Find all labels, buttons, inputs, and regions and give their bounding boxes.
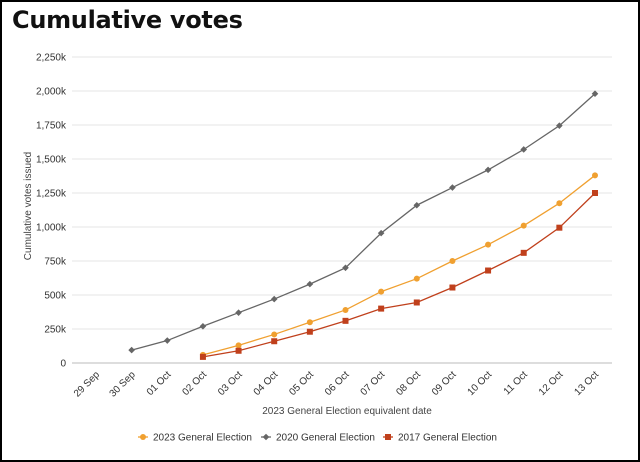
legend-item: 2020 General Election [261, 433, 375, 444]
x-tick-label: 02 Oct [180, 369, 209, 398]
data-point [592, 172, 598, 179]
series-group [199, 172, 598, 358]
data-point [235, 309, 242, 316]
legend-item: 2017 General Election [383, 433, 497, 444]
y-axis-ticks: 0 250k 500k 750k 1,000k 1,250k 1,500k 1,750k 2,0… [36, 53, 67, 370]
x-tick-label: 08 Oct [394, 369, 423, 398]
x-tick-label: 09 Oct [430, 369, 459, 398]
x-tick-label: 03 Oct [216, 369, 245, 398]
x-axis-title: 2023 General Election equivalent date [262, 406, 432, 417]
data-point [342, 264, 349, 272]
series-line [131, 93, 596, 351]
data-point [270, 295, 278, 303]
legend-marker [385, 434, 391, 440]
data-point [449, 258, 456, 264]
x-tick-label: 05 Oct [287, 369, 316, 398]
legend-marker [140, 434, 146, 440]
x-tick-label: 12 Oct [537, 369, 566, 398]
data-point [591, 90, 599, 98]
data-point [484, 166, 492, 174]
y-tick-label: 1,750k [36, 121, 67, 132]
data-point [306, 280, 314, 288]
data-point [163, 337, 171, 344]
y-tick-label: 2,000k [36, 87, 67, 98]
data-point [342, 306, 349, 313]
x-tick-label: 07 Oct [359, 369, 388, 398]
data-point [556, 224, 563, 231]
data-point [413, 299, 420, 306]
data-point [520, 222, 527, 229]
series-group [128, 90, 599, 354]
series-lines [128, 90, 599, 360]
x-tick-label: 06 Oct [323, 369, 352, 398]
data-point [556, 200, 563, 207]
x-axis-ticks: 29 Sep 30 Sep 01 Oct 02 Oct 03 Oct 04 Oct 05 O… [72, 369, 601, 399]
y-tick-label: 750k [44, 257, 67, 268]
data-point [520, 249, 527, 256]
data-point [342, 317, 349, 324]
legend-marker [262, 433, 270, 441]
y-tick-label: 1,250k [36, 189, 67, 200]
y-tick-label: 1,500k [36, 155, 67, 166]
y-tick-label: 2,250k [36, 53, 67, 64]
data-point [449, 184, 456, 191]
data-point [377, 229, 385, 237]
legend: 2023 General Election 2020 General Electi… [138, 433, 497, 444]
data-point [485, 267, 492, 274]
x-tick-label: 13 Oct [573, 369, 602, 398]
legend-item: 2023 General Election [138, 433, 252, 444]
data-point [306, 319, 313, 326]
data-point [485, 241, 492, 248]
data-point [592, 190, 598, 196]
y-tick-label: 0 [60, 359, 66, 370]
data-point [378, 305, 385, 312]
series-line [202, 174, 596, 356]
data-point [199, 353, 206, 360]
y-tick-label: 250k [44, 325, 67, 336]
x-tick-label: 30 Sep [108, 369, 138, 399]
data-point [128, 346, 135, 354]
data-point [271, 338, 278, 345]
data-point [378, 288, 385, 295]
data-point [449, 284, 456, 291]
data-point [413, 201, 421, 209]
series-line [202, 192, 596, 358]
data-point [199, 322, 207, 330]
legend-label: 2020 General Election [276, 433, 375, 444]
page-title: Cumulative votes [12, 6, 243, 34]
data-point [235, 347, 242, 354]
data-point [413, 275, 420, 282]
x-tick-label: 01 Oct [145, 369, 174, 398]
legend-label: 2017 General Election [398, 433, 497, 444]
data-point [556, 122, 563, 129]
x-tick-label: 10 Oct [466, 369, 495, 398]
x-tick-label: 04 Oct [252, 369, 281, 398]
data-point [271, 331, 278, 338]
data-point [235, 342, 242, 349]
data-point [520, 146, 528, 153]
y-tick-label: 1,000k [36, 223, 67, 234]
x-tick-label: 11 Oct [502, 369, 530, 397]
legend-label: 2023 General Election [153, 433, 252, 444]
data-point [306, 328, 313, 335]
y-tick-label: 500k [44, 291, 67, 302]
grid-lines [72, 56, 612, 364]
y-axis-title: Cumulative votes issued [23, 152, 34, 260]
series-group [199, 190, 598, 360]
x-tick-label: 29 Sep [72, 369, 102, 399]
